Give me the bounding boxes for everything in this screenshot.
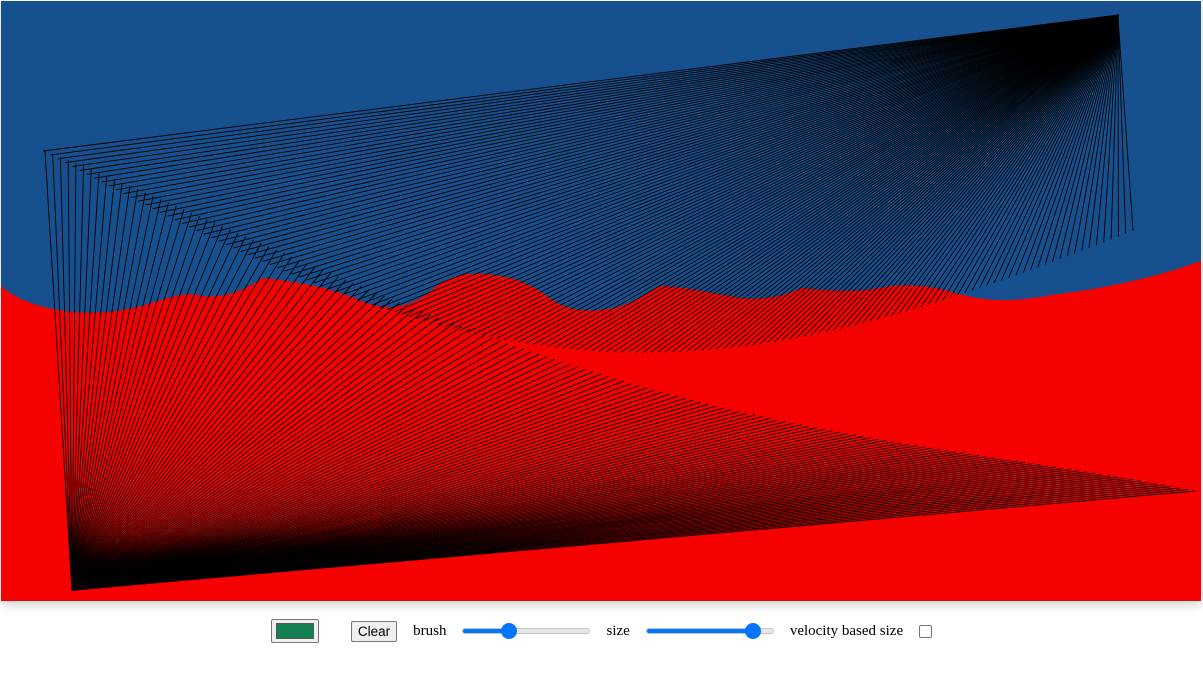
drawing-canvas[interactable] bbox=[1, 1, 1201, 601]
color-picker-swatch bbox=[275, 623, 314, 639]
brush-slider-thumb[interactable] bbox=[500, 623, 517, 639]
drawing-artwork[interactable] bbox=[1, 1, 1201, 601]
brush-slider[interactable] bbox=[462, 623, 591, 639]
brush-slider-track bbox=[462, 628, 591, 634]
toolbar: Clear brush size velocity based size bbox=[0, 612, 1203, 650]
size-slider-thumb[interactable] bbox=[745, 623, 762, 639]
brush-label: brush bbox=[413, 622, 447, 639]
velocity-checkbox[interactable] bbox=[919, 624, 933, 638]
size-label: size bbox=[606, 622, 630, 639]
size-slider-track bbox=[645, 628, 774, 634]
brush-strokes bbox=[42, 14, 1196, 592]
color-picker[interactable] bbox=[270, 619, 319, 643]
clear-button[interactable]: Clear bbox=[350, 620, 398, 642]
size-slider[interactable] bbox=[645, 623, 774, 639]
velocity-label: velocity based size bbox=[789, 622, 904, 639]
